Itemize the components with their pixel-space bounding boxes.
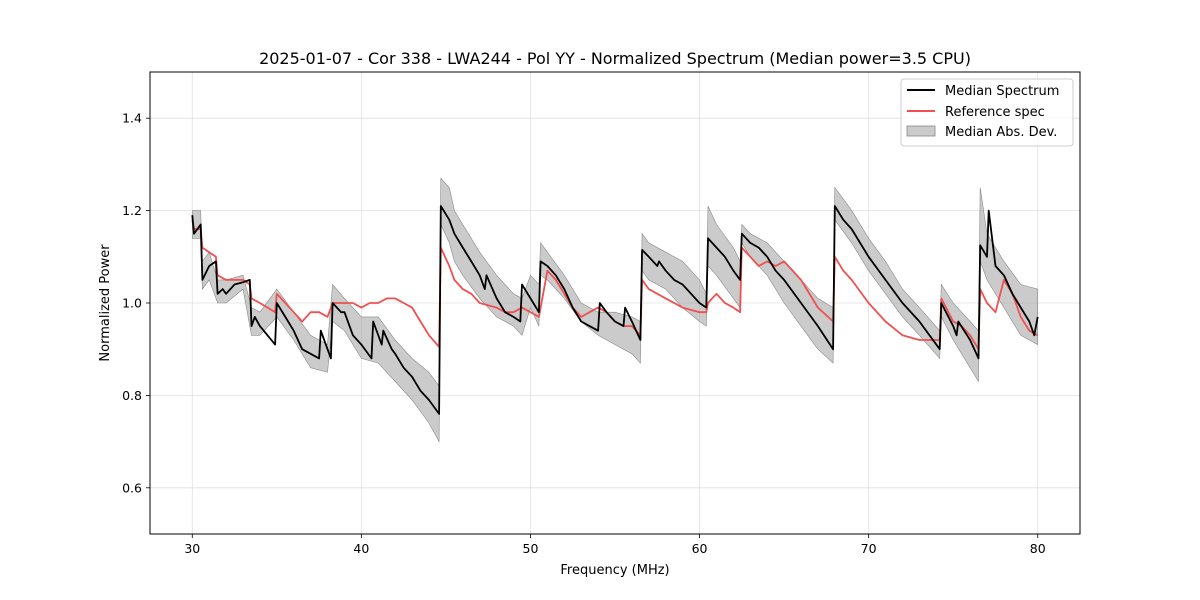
plot-area (191, 177, 1039, 443)
mad-band (192, 177, 1038, 443)
x-axis-ticks: 30 40 50 60 70 80 (184, 534, 1046, 556)
legend-box (900, 78, 1074, 147)
y-tick-label: 1.0 (122, 296, 142, 311)
series-layer (191, 177, 1039, 443)
y-tick-label: 1.2 (122, 203, 142, 218)
x-axis-label: Frequency (MHz) (560, 563, 669, 578)
x-tick-label: 40 (353, 541, 369, 556)
x-tick-label: 60 (692, 541, 708, 556)
x-tick-label: 80 (1030, 541, 1046, 556)
y-axis-label: Normalized Power (98, 244, 113, 362)
y-axis-ticks: 0.6 0.8 1.0 1.2 1.4 (122, 111, 150, 495)
y-tick-label: 1.4 (122, 111, 142, 126)
x-tick-label: 70 (861, 541, 877, 556)
legend-median-label: Median Spectrum (945, 84, 1059, 99)
median-spectrum-line (191, 205, 1039, 415)
legend-mad-label: Median Abs. Dev. (945, 125, 1057, 140)
y-tick-label: 0.6 (122, 480, 142, 495)
legend: Median Spectrum Reference spec Median Ab… (900, 78, 1074, 147)
y-tick-label: 0.8 (122, 388, 142, 403)
x-tick-label: 30 (184, 541, 200, 556)
legend-reference-label: Reference spec (945, 105, 1045, 120)
x-tick-label: 50 (523, 541, 539, 556)
chart-title: 2025-01-07 - Cor 338 - LWA244 - Pol YY -… (259, 49, 971, 68)
legend-mad-swatch (906, 125, 936, 137)
